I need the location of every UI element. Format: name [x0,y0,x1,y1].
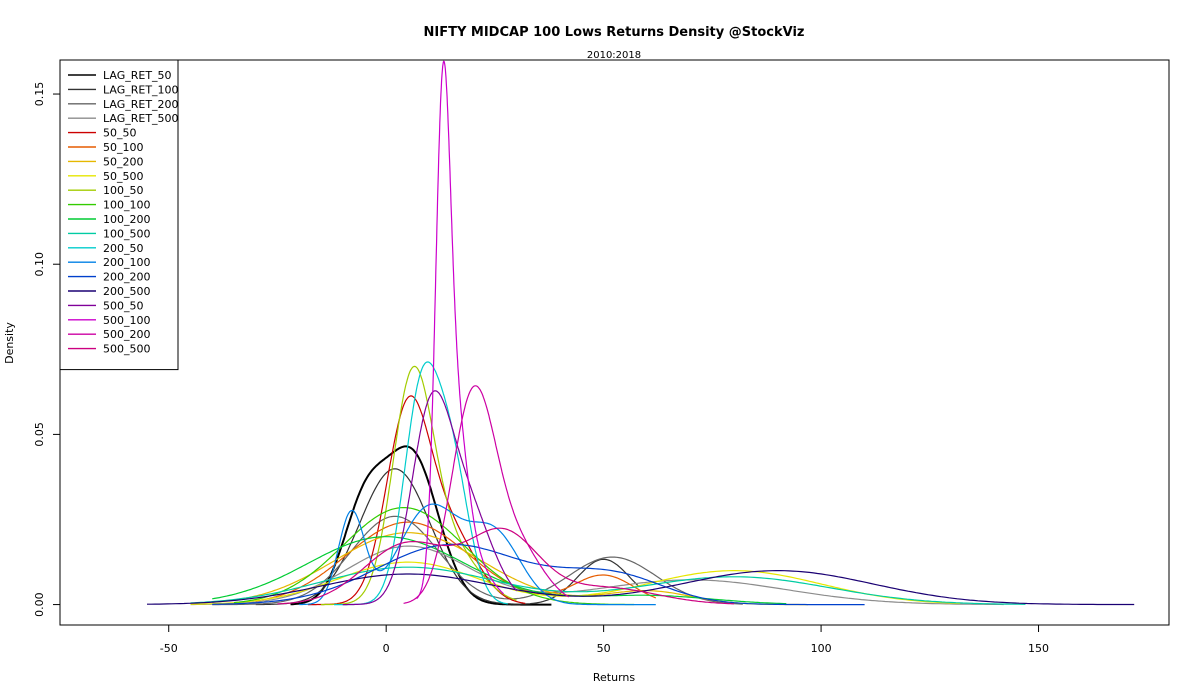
legend-label: 50_200 [103,155,144,168]
y-tick-label: 0.05 [33,422,46,447]
chart-subtitle: 2010:2018 [587,50,641,61]
x-axis-label: Returns [593,671,636,684]
legend-label: 500_200 [103,328,151,341]
series-line-200-200 [212,543,865,606]
legend-label: 50_100 [103,141,144,154]
legend-box [59,59,179,371]
legend-label: 500_50 [103,299,144,312]
legend-label: 200_50 [103,242,144,255]
y-tick-label: 0.00 [33,592,46,617]
series-lines [147,60,1135,606]
plot-frame [59,59,1170,626]
series-line-200-50 [334,361,508,606]
series-line-50-50 [307,395,526,606]
legend-label: 500_500 [103,343,151,356]
legend-label: 200_200 [103,271,151,284]
series-line-200-500 [147,569,1135,606]
series-line-100-100 [233,507,635,606]
y-tick-label: 0.10 [33,252,46,277]
legend-label: 50_500 [103,170,144,183]
legend-label: 100_500 [103,227,151,240]
legend-label: LAG_RET_200 [103,98,179,111]
y-tick-label: 0.15 [33,82,46,107]
series-line-lag-ret-200 [212,515,743,606]
series-line-500-50 [342,390,518,606]
x-axis: -50 0 50 100 150 [160,624,1049,655]
legend-label: 50_50 [103,127,137,140]
series-line-200-100 [299,503,656,606]
chart-title: NIFTY MIDCAP 100 Lows Returns Density @S… [424,25,805,40]
legend-label: 200_500 [103,285,151,298]
legend-label: 100_200 [103,213,151,226]
series-line-500-500 [277,527,735,605]
series-line-lag-ret-100 [255,468,639,606]
legend-label: LAG_RET_100 [103,83,179,96]
x-tick-label: 150 [1028,642,1049,655]
x-tick-label: 50 [597,642,611,655]
x-tick-label: 0 [383,642,390,655]
legend-label: 200_100 [103,256,151,269]
x-tick-label: -50 [160,642,178,655]
legend-label: LAG_RET_500 [103,112,179,125]
series-line-500-100 [416,60,504,600]
legend-label: LAG_RET_50 [103,69,172,82]
x-tick-label: 100 [811,642,832,655]
y-axis-label: Density [3,322,16,364]
series-line-100-500 [190,566,1026,605]
legend-label: 100_50 [103,184,144,197]
series-line-100-200 [212,536,787,605]
series-line-100-50 [320,365,517,606]
y-axis: 0.00 0.05 0.10 0.15 [33,82,61,617]
legend-label: 100_100 [103,199,151,212]
legend-label: 500_100 [103,314,151,327]
series-line-500-200 [403,385,570,604]
